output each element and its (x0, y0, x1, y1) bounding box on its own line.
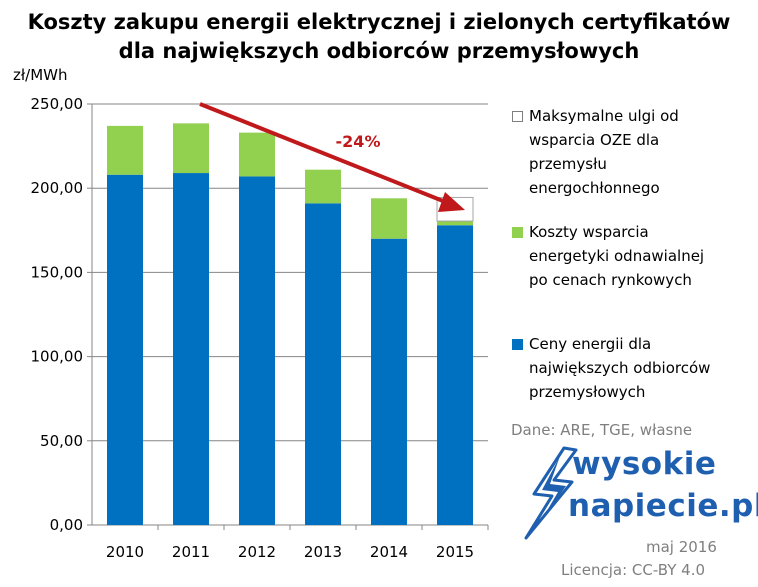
y-tick-label: 250,00 (31, 95, 84, 113)
trend-arrowhead (438, 192, 465, 212)
legend-label-energy-prices: Ceny energii dla największych odbiorców … (529, 335, 711, 401)
y-tick-label: 100,00 (31, 348, 84, 366)
y-tick-label: 150,00 (31, 263, 84, 281)
x-tick-label: 2011 (172, 543, 210, 561)
date-note: maj 2016 (646, 538, 717, 556)
bar-segment-series-1 (437, 221, 473, 226)
chart-title-line-1: Koszty zakupu energii elektrycznej i zie… (27, 10, 731, 34)
license-note: Licencja: CC-BY 4.0 (561, 561, 706, 579)
source-note: Dane: ARE, TGE, własne (511, 421, 693, 439)
bar-segment-series-1 (305, 169, 341, 204)
logo-text-line-2: napiecie.pl (568, 488, 758, 524)
bar-segment-series-1 (239, 132, 275, 177)
bar-segment-series-0 (173, 173, 209, 525)
bar-segment-series-0 (305, 203, 341, 525)
legend-label-res-support-costs: Koszty wsparcia energetyki odnawialnej p… (529, 223, 705, 289)
bar-segment-series-1 (371, 198, 407, 239)
wysokie-napiecie-logo: wysokie napiecie.pl (520, 446, 758, 541)
bar-segment-series-1 (107, 125, 143, 175)
lightning-bolt-icon (524, 446, 578, 540)
logo-text-line-1: wysokie (572, 446, 717, 482)
x-tick-label: 2015 (436, 543, 474, 561)
x-tick-label: 2012 (238, 543, 276, 561)
trend-label: -24% (336, 132, 381, 151)
bar-segment-series-1 (173, 123, 209, 174)
y-tick-label: 200,00 (31, 179, 84, 197)
trend-arrow-line (199, 102, 454, 207)
y-tick-label: 0,00 (50, 516, 83, 534)
legend-swatch-res-support-costs (512, 227, 523, 238)
x-tick-label: 2014 (370, 543, 408, 561)
bar-segment-series-0 (239, 176, 275, 526)
x-tick-label: 2010 (106, 543, 144, 561)
y-tick-label: 50,00 (40, 432, 83, 450)
legend-swatch-max-relief (512, 111, 523, 122)
bar-segment-series-0 (371, 238, 407, 525)
legend-label-max-relief: Maksymalne ulgi od wsparcia OZE dla prze… (529, 107, 679, 197)
chart-title-line-2: dla największych odbiorców przemysłowych (118, 39, 640, 63)
x-tick-label: 2013 (304, 543, 342, 561)
bar-segment-series-0 (437, 225, 473, 526)
chart-title: Koszty zakupu energii elektrycznej i zie… (0, 8, 758, 66)
bar-segment-series-0 (107, 174, 143, 525)
y-axis-unit-label: zł/MWh (13, 66, 68, 84)
legend-swatch-energy-prices (512, 339, 523, 350)
